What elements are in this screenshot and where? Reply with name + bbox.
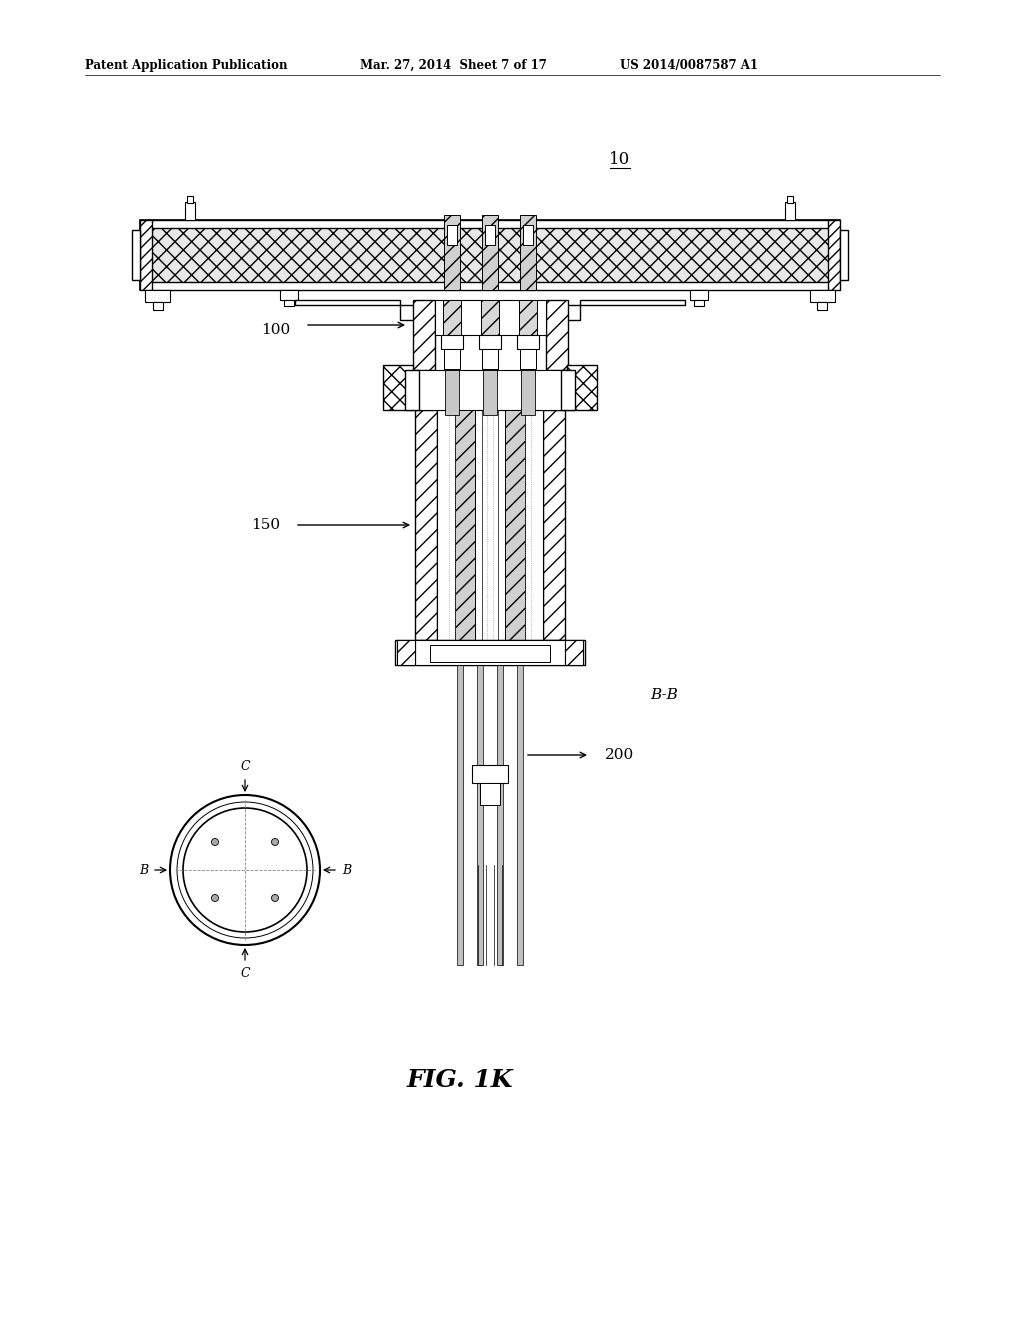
Bar	[561, 370, 575, 411]
Text: B: B	[342, 863, 351, 876]
Bar	[694, 300, 705, 306]
Text: 10: 10	[609, 152, 631, 169]
Text: Patent Application Publication: Patent Application Publication	[85, 58, 288, 71]
Bar	[565, 640, 583, 665]
Text: B: B	[139, 863, 148, 876]
Polygon shape	[565, 300, 685, 319]
Bar	[477, 665, 483, 965]
Bar	[567, 366, 597, 411]
Bar	[520, 215, 536, 290]
Bar	[185, 202, 195, 220]
Bar	[415, 411, 437, 640]
Bar	[482, 348, 498, 370]
Bar	[479, 335, 501, 348]
Text: C: C	[241, 968, 250, 979]
Bar	[505, 411, 525, 640]
Bar	[280, 290, 298, 300]
Bar	[523, 224, 534, 246]
Circle shape	[212, 895, 218, 902]
Bar	[482, 411, 498, 640]
Bar	[140, 220, 840, 290]
Bar	[457, 665, 463, 965]
Bar	[413, 300, 435, 370]
Polygon shape	[295, 300, 415, 319]
Bar	[485, 224, 495, 246]
Circle shape	[212, 838, 218, 846]
Text: 100: 100	[261, 323, 290, 337]
Bar	[517, 335, 539, 348]
Bar	[517, 665, 523, 965]
Bar	[187, 195, 193, 203]
Text: Mar. 27, 2014  Sheet 7 of 17: Mar. 27, 2014 Sheet 7 of 17	[360, 58, 547, 71]
Bar	[437, 411, 543, 640]
Bar	[444, 348, 460, 370]
Bar	[840, 230, 848, 280]
Bar	[132, 230, 140, 280]
Bar	[482, 215, 498, 290]
Bar	[415, 640, 565, 665]
Bar	[395, 640, 585, 665]
Bar	[447, 224, 457, 246]
Bar	[520, 348, 536, 370]
Bar	[430, 645, 550, 663]
Bar	[543, 411, 565, 640]
Bar	[444, 215, 460, 290]
Circle shape	[271, 838, 279, 846]
Bar	[284, 300, 294, 306]
Bar	[785, 202, 795, 220]
Bar	[145, 282, 835, 290]
Bar	[435, 300, 546, 335]
Bar	[415, 370, 565, 411]
Bar	[443, 300, 461, 335]
Bar	[546, 300, 568, 370]
Bar	[441, 335, 463, 348]
Bar	[140, 220, 152, 290]
Bar	[787, 195, 793, 203]
Bar	[153, 302, 163, 310]
Bar	[383, 366, 413, 411]
Bar	[690, 290, 708, 300]
Bar	[828, 220, 840, 290]
Bar	[810, 290, 835, 302]
Bar	[445, 370, 459, 414]
Bar	[406, 370, 419, 411]
Text: US 2014/0087587 A1: US 2014/0087587 A1	[620, 58, 758, 71]
Circle shape	[271, 895, 279, 902]
Circle shape	[183, 808, 307, 932]
Text: FIG. 1K: FIG. 1K	[407, 1068, 513, 1092]
Bar	[480, 783, 500, 805]
Bar	[145, 290, 170, 302]
Bar	[519, 300, 537, 335]
Bar	[817, 302, 827, 310]
Text: C: C	[241, 760, 250, 774]
Bar	[521, 370, 535, 414]
Bar	[455, 411, 475, 640]
Bar	[497, 665, 503, 965]
Text: B-B: B-B	[650, 688, 678, 702]
Bar	[483, 370, 497, 414]
Bar	[481, 300, 499, 335]
Bar	[397, 640, 415, 665]
Text: 200: 200	[605, 748, 634, 762]
Text: 150: 150	[251, 517, 280, 532]
Bar	[145, 220, 835, 228]
Bar	[472, 766, 508, 783]
